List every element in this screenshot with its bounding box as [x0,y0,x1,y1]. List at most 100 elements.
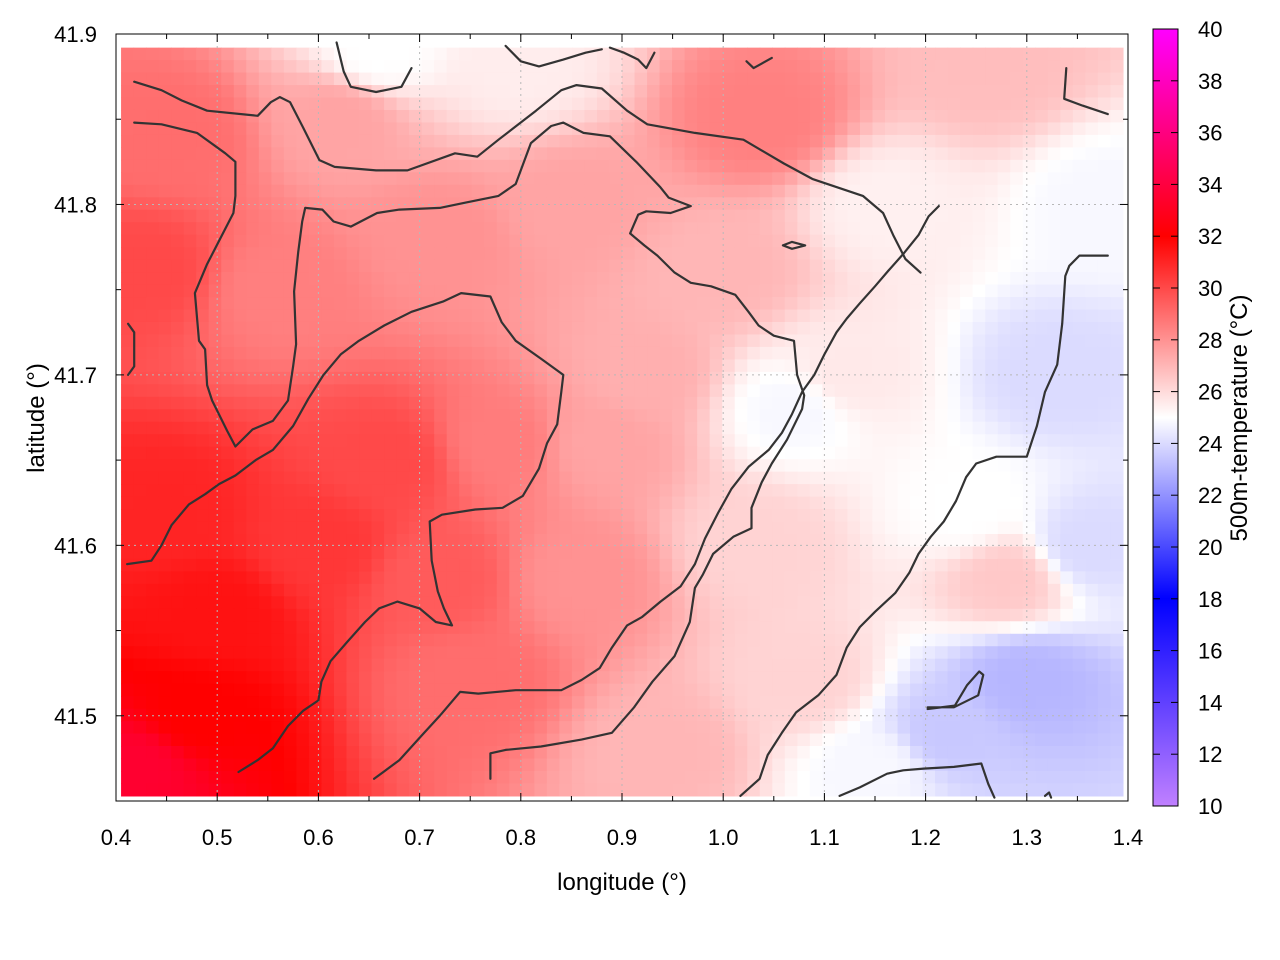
heatmap-cell [308,184,323,198]
heatmap-cell [546,47,560,61]
heatmap-cell [271,471,285,485]
contour-line [781,240,807,250]
heatmap-cell [609,596,623,610]
heatmap-cell [421,471,435,485]
heatmap-cell [1085,309,1099,323]
heatmap-cell [922,259,936,273]
heatmap-cell [697,583,711,597]
heatmap-cell [910,746,924,760]
heatmap-cell [333,172,348,186]
heatmap-cell [985,321,999,336]
heatmap-cell [809,446,823,460]
heatmap-cell [509,247,523,261]
x-tick-labels: 0.4 0.5 0.6 0.7 0.8 0.9 1.0 1.1 1.2 1.3 1.4 [101,825,1144,850]
heatmap-cell [484,197,498,211]
heatmap-cell [972,621,986,635]
heatmap-cell [1010,583,1024,597]
heatmap-cell [296,621,310,635]
heatmap-cell [321,721,335,735]
heatmap-cell [1047,147,1061,161]
heatmap-cell [246,496,260,510]
heatmap-cell [697,247,711,261]
heatmap-cell [321,646,335,660]
heatmap-cell [233,247,247,261]
heatmap-cell [509,272,523,286]
heatmap-cell [709,733,723,747]
heatmap-cell [684,172,698,186]
heatmap-cell [622,346,636,361]
heatmap-cell [559,172,573,186]
heatmap-cell [459,159,473,173]
heatmap-cell [359,509,373,523]
heatmap-cell [384,434,398,448]
heatmap-cell [509,396,523,410]
heatmap-cell [609,509,623,523]
heatmap-cell [772,409,786,423]
heatmap-cell [634,321,648,336]
heatmap-cell [734,658,748,672]
heatmap-cell [521,334,535,348]
heatmap-cell [772,696,786,710]
heatmap-cell [822,534,836,548]
heatmap-cell [772,97,786,111]
heatmap-cell [409,259,423,273]
heatmap-cell [1010,97,1024,111]
heatmap-cell [697,608,711,622]
heatmap-cell [809,733,823,747]
heatmap-cell [346,334,360,348]
heatmap-cell [409,321,423,336]
heatmap-cell [759,272,773,286]
heatmap-cell [897,583,911,597]
heatmap-cell [947,309,961,323]
heatmap-cell [997,159,1011,173]
heatmap-cell [734,346,748,361]
heatmap-cell [847,172,861,186]
heatmap-cell [997,122,1011,136]
heatmap-cell [133,446,147,460]
heatmap-cell [208,783,222,797]
heatmap-cell [747,621,761,635]
heatmap-cell [596,758,611,772]
heatmap-cell [484,60,498,74]
heatmap-cell [521,359,535,373]
heatmap-cell [1047,321,1061,336]
heatmap-cell [596,247,611,261]
heatmap-cell [985,359,999,373]
heatmap-cell [935,159,949,173]
heatmap-cell [258,247,272,261]
heatmap-cell [534,696,548,710]
heatmap-cell [233,234,247,248]
heatmap-cell [872,671,886,685]
heatmap-cell [208,658,222,672]
heatmap-cell [333,421,348,435]
heatmap-cell [208,733,222,747]
heatmap-cell [258,259,272,273]
heatmap-cell [985,683,999,697]
heatmap-cell [596,409,611,423]
heatmap-cell [396,259,410,273]
heatmap-cell [672,172,686,186]
heatmap-cell [446,721,460,735]
heatmap-cell [333,184,348,198]
heatmap-cell [283,247,297,261]
heatmap-cell [421,72,435,86]
heatmap-cell [271,384,285,398]
heatmap-cell [697,60,711,74]
heatmap-cell [1072,534,1086,548]
heatmap-cell [258,721,272,735]
heatmap-cell [634,571,648,585]
heatmap-cell [634,297,648,311]
heatmap-cell [308,446,323,460]
heatmap-cell [1085,371,1099,385]
heatmap-cell [1047,222,1061,236]
heatmap-cell [659,334,673,348]
heatmap-cell [985,459,999,473]
heatmap-cell [171,396,185,410]
heatmap-cell [233,134,247,148]
heatmap-cell [647,484,661,498]
heatmap-cell [709,633,723,647]
heatmap-cell [296,571,310,585]
heatmap-cell [221,396,235,410]
heatmap-cell [859,696,874,710]
heatmap-cell [421,496,435,510]
